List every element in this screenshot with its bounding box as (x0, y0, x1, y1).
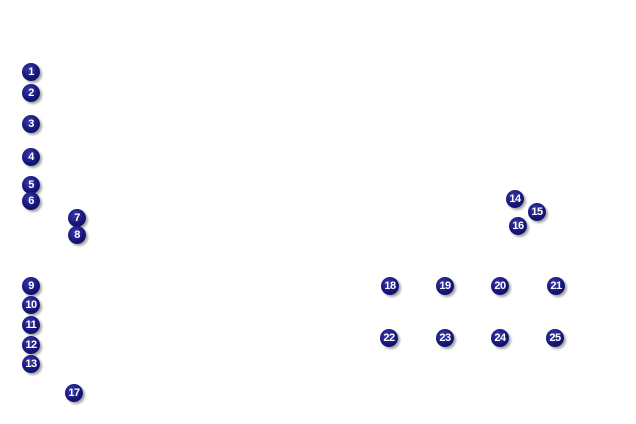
callout-marker-6: 6 (22, 192, 40, 210)
callout-marker-18: 18 (381, 277, 399, 295)
callout-marker-17: 17 (65, 384, 83, 402)
callout-marker-25: 25 (546, 329, 564, 347)
callout-marker-19: 19 (436, 277, 454, 295)
callout-marker-4: 4 (22, 148, 40, 166)
callout-marker-2: 2 (22, 84, 40, 102)
callout-marker-3: 3 (22, 115, 40, 133)
callout-marker-12: 12 (22, 336, 40, 354)
callout-marker-15: 15 (528, 203, 546, 221)
callout-marker-11: 11 (22, 316, 40, 334)
callout-marker-20: 20 (491, 277, 509, 295)
callout-marker-13: 13 (22, 355, 40, 373)
callout-marker-5: 5 (22, 176, 40, 194)
callout-marker-14: 14 (506, 190, 524, 208)
callout-marker-23: 23 (436, 329, 454, 347)
callout-marker-7: 7 (68, 209, 86, 227)
callout-marker-21: 21 (547, 277, 565, 295)
callout-marker-24: 24 (491, 329, 509, 347)
callout-marker-22: 22 (380, 329, 398, 347)
callout-marker-10: 10 (22, 296, 40, 314)
callout-marker-8: 8 (68, 226, 86, 244)
callout-marker-9: 9 (22, 277, 40, 295)
callout-marker-1: 1 (22, 63, 40, 81)
callout-marker-16: 16 (509, 217, 527, 235)
